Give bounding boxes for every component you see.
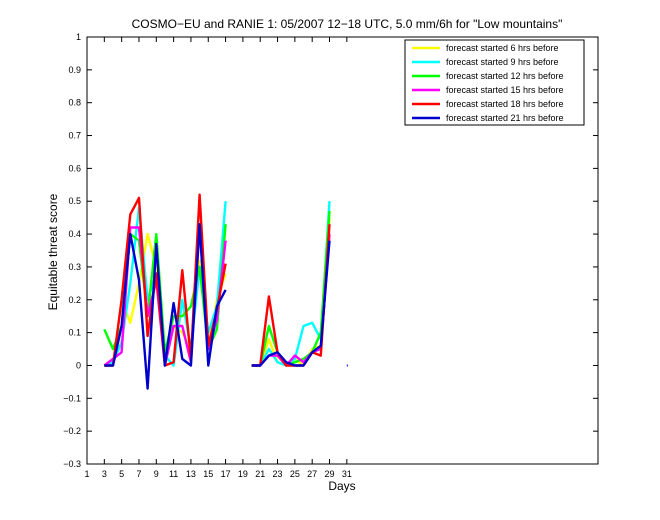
- y-axis: −0.3 −0.2 −0.1 0 0.1 0.2 0.3 0.4 0.5 0.6 0.7 0.8 0.9…: [63, 32, 598, 469]
- x-tick-label: 13: [186, 469, 196, 479]
- legend: forecast started 6 hrs before forecast st…: [404, 39, 585, 126]
- x-tick-label: 23: [273, 469, 283, 479]
- y-tick-label: 0.4: [68, 229, 81, 239]
- x-tick-label: 7: [136, 469, 141, 479]
- x-tick-label: 25: [290, 469, 300, 479]
- series-line-6: [251, 240, 331, 367]
- y-tick-label: 1: [76, 32, 81, 42]
- series-line-6: [104, 222, 227, 390]
- y-tick-label: −0.1: [63, 393, 81, 403]
- legend-label: forecast started 9 hrs before: [446, 57, 559, 67]
- legend-label: forecast started 12 hrs before: [446, 71, 564, 81]
- y-tick-label: 0.9: [68, 65, 81, 75]
- y-tick-label: −0.3: [63, 459, 81, 469]
- series-line-5: [251, 224, 331, 367]
- series-layer: [103, 193, 348, 390]
- x-tick-label: 19: [238, 469, 248, 479]
- y-tick-label: 0.8: [68, 98, 81, 108]
- legend-label: forecast started 6 hrs before: [446, 43, 559, 53]
- x-tick-label: 21: [255, 469, 265, 479]
- y-tick-label: 0.1: [68, 328, 81, 338]
- y-tick-label: −0.2: [63, 426, 81, 436]
- legend-label: forecast started 15 hrs before: [446, 85, 564, 95]
- legend-label: forecast started 18 hrs before: [446, 99, 564, 109]
- y-tick-label: 0.3: [68, 262, 81, 272]
- x-axis: 1 3 5 7 9 11 13 15 17 19 21 23 25 27 29 31: [84, 37, 352, 479]
- x-tick-label: 11: [169, 469, 178, 479]
- y-axis-title: Equitable threat score: [46, 193, 60, 310]
- x-tick-label: 3: [102, 469, 107, 479]
- x-tick-label: 31: [342, 469, 352, 479]
- x-tick-label: 5: [119, 469, 124, 479]
- y-tick-label: 0: [76, 360, 81, 370]
- legend-label: forecast started 21 hrs before: [446, 113, 564, 123]
- x-axis-title: Days: [328, 479, 355, 493]
- x-tick-label: 15: [203, 469, 213, 479]
- y-tick-label: 0.2: [68, 295, 81, 305]
- x-tick-label: 9: [154, 469, 159, 479]
- x-tick-label: 29: [325, 469, 335, 479]
- x-tick-label: 17: [221, 469, 231, 479]
- chart-title: COSMO−EU and RANIE 1: 05/2007 12−18 UTC,…: [132, 17, 563, 31]
- x-tick-label: 1: [84, 469, 89, 479]
- y-tick-label: 0.6: [68, 163, 81, 173]
- y-tick-label: 0.5: [68, 196, 81, 206]
- legend-box: [404, 39, 585, 126]
- y-tick-label: 0.7: [68, 131, 81, 141]
- x-tick-label: 27: [307, 469, 317, 479]
